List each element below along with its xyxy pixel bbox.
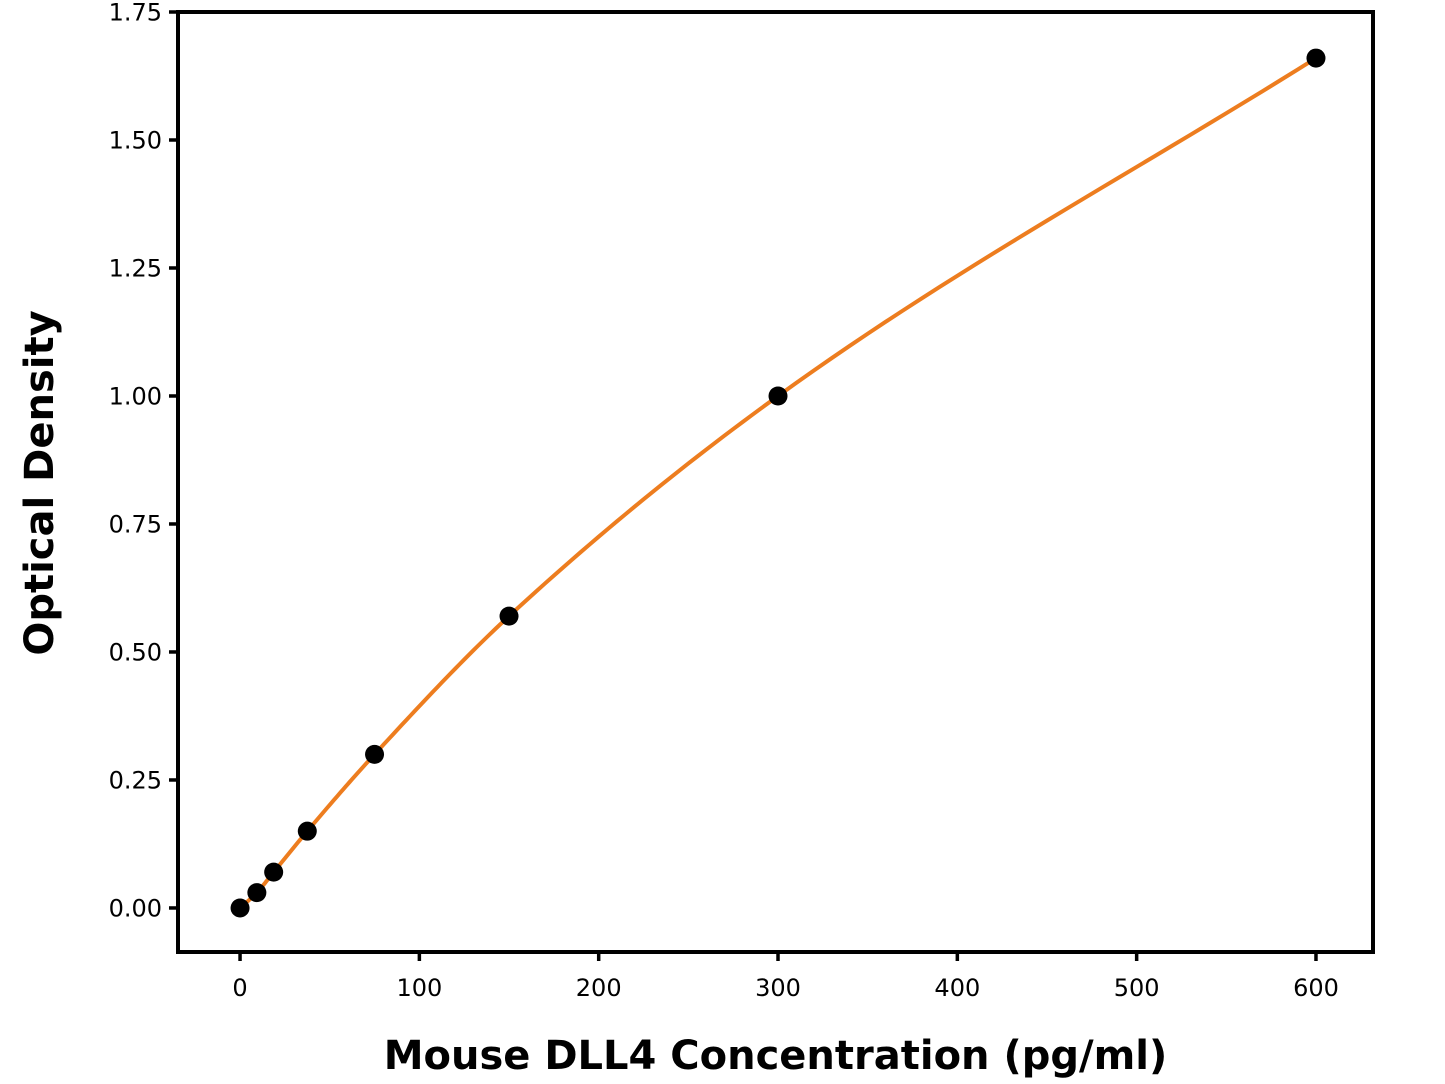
data-point	[230, 898, 250, 918]
data-point	[499, 606, 519, 626]
y-tick-label: 1.50	[109, 126, 162, 154]
data-point	[365, 744, 385, 764]
data-point	[768, 386, 788, 406]
y-tick-label: 1.75	[109, 0, 162, 27]
x-tick-label: 200	[576, 974, 622, 1002]
x-tick-label: 500	[1114, 974, 1160, 1002]
fit-curve	[238, 56, 1318, 910]
y-tick-label: 1.00	[109, 382, 162, 410]
y-tick-label: 0.00	[109, 894, 162, 922]
y-axis-title: Optical Density	[17, 310, 63, 656]
data-point	[247, 883, 267, 903]
y-tick-label: 0.75	[109, 510, 162, 538]
x-tick-label: 600	[1293, 974, 1339, 1002]
data-point	[297, 821, 317, 841]
x-tick-label: 100	[396, 974, 442, 1002]
y-tick-label: 0.50	[109, 638, 162, 666]
y-tick-label: 1.25	[109, 254, 162, 282]
x-tick-label: 0	[232, 974, 247, 1002]
plot-border	[176, 10, 1375, 954]
y-tick-label: 0.25	[109, 766, 162, 794]
data-point	[1306, 48, 1326, 68]
data-point	[264, 862, 284, 882]
x-axis-title: Mouse DLL4 Concentration (pg/ml)	[383, 1033, 1168, 1079]
x-tick-label: 300	[755, 974, 801, 1002]
x-tick-label: 400	[934, 974, 980, 1002]
